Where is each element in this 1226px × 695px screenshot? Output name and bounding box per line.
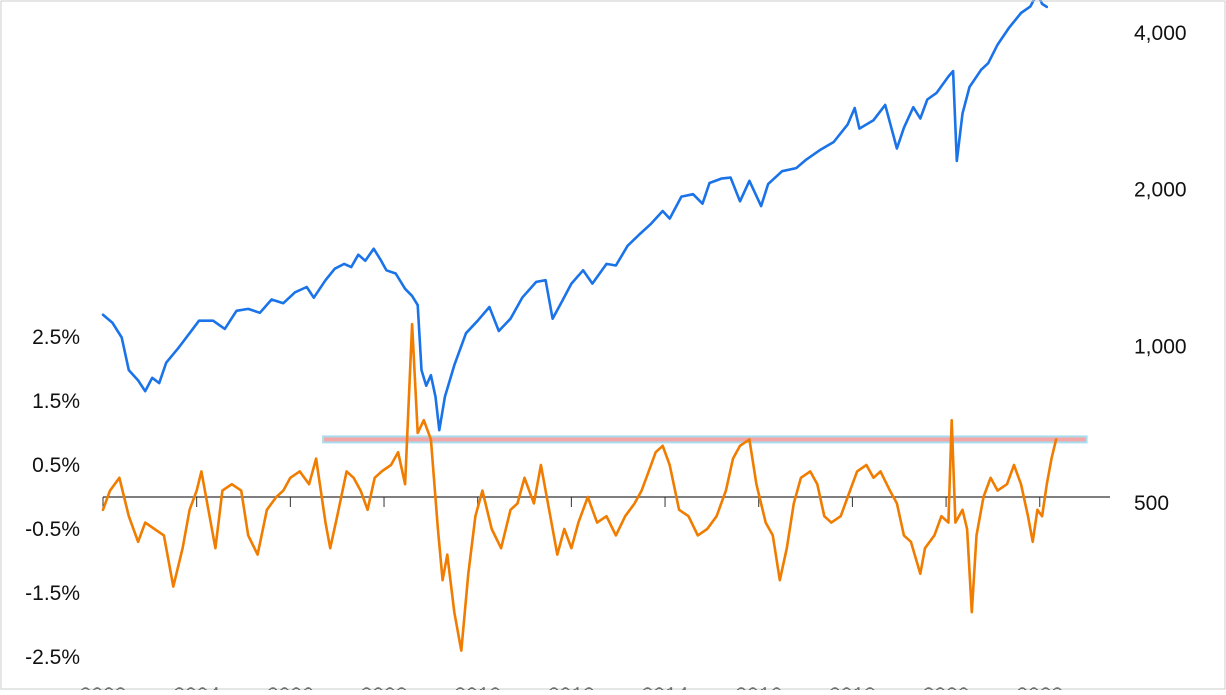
y-left-tick-label: 0.5%	[32, 454, 80, 477]
series-layer	[101, 0, 1058, 652]
axes-layer	[102, 496, 1110, 507]
labels-layer: 2002200420062008201020122014201620182020…	[25, 22, 1187, 695]
y-left-tick-label: 2.5%	[32, 326, 80, 349]
threshold-band	[322, 435, 1088, 444]
y-left-tick-label: -1.5%	[25, 582, 80, 605]
y-right-tick-label: 500	[1134, 492, 1169, 515]
y-right-tick-label: 4,000	[1134, 22, 1187, 45]
y-left-tick-label: 1.5%	[32, 390, 80, 413]
y-left-tick-label: -2.5%	[25, 646, 80, 669]
y-left-tick-label: -0.5%	[25, 518, 80, 541]
threshold-band-layer	[322, 435, 1088, 444]
y-right-tick-label: 1,000	[1134, 335, 1187, 358]
y-right-tick-label: 2,000	[1134, 179, 1187, 202]
spread-percent-line	[101, 322, 1058, 652]
index-price-line	[101, 0, 1049, 432]
